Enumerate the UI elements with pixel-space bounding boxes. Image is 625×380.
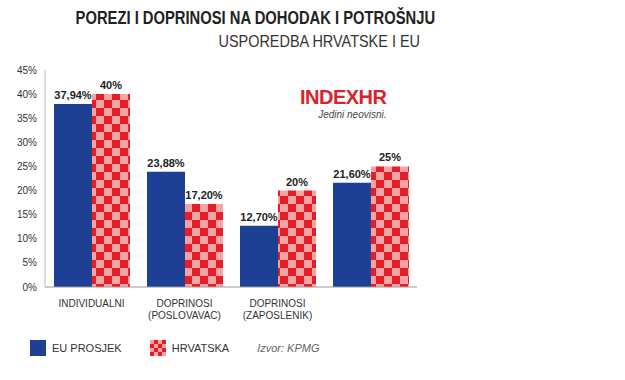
html-text:POREZI I DOPRINOSI NA DOHODAK: POREZI I DOPRINOSI NA DOHODAK I POTROŠNJ…: [75, 8, 436, 28]
html-text:Jedini neovisni.: Jedini neovisni.: [318, 109, 387, 120]
svg-text:DOPRINOSI(POSLOVAVAC): DOPRINOSI(POSLOVAVAC): [148, 298, 221, 321]
svg-text:20%: 20%: [286, 176, 308, 188]
html-text:USPOREDBA HRVATSKE I EU: USPOREDBA HRVATSKE I EU: [218, 32, 420, 51]
svg-text:40%: 40%: [100, 79, 122, 91]
svg-text:21,60%: 21,60%: [333, 168, 371, 180]
svg-text:0%: 0%: [23, 282, 38, 293]
html-text:INDEXHR: INDEXHR: [300, 86, 387, 108]
html-text:EU PROSJEK: EU PROSJEK: [52, 342, 122, 354]
svg-text:23,88%: 23,88%: [147, 157, 185, 169]
svg-text:25%: 25%: [379, 151, 401, 163]
svg-text:5%: 5%: [23, 257, 38, 268]
svg-text:15%: 15%: [17, 209, 37, 220]
svg-text:20%: 20%: [17, 185, 37, 196]
svg-text:10%: 10%: [17, 233, 37, 244]
svg-text:12,70%: 12,70%: [240, 211, 278, 223]
svg-text:25%: 25%: [17, 161, 37, 172]
svg-text:40%: 40%: [17, 89, 37, 100]
html-text:Izvor: KPMG: Izvor: KPMG: [257, 342, 320, 354]
svg-text:35%: 35%: [17, 113, 37, 124]
svg-text:DOPRINOSI(ZAPOSLENIK): DOPRINOSI(ZAPOSLENIK): [243, 298, 312, 321]
svg-text:45%: 45%: [17, 65, 37, 76]
html-text:HRVATSKA: HRVATSKA: [171, 342, 230, 354]
svg-text:17,20%: 17,20%: [185, 189, 223, 201]
svg-text:INDIVIDUALNI: INDIVIDUALNI: [58, 298, 124, 309]
svg-text:37,94%: 37,94%: [54, 89, 92, 101]
svg-text:30%: 30%: [17, 137, 37, 148]
